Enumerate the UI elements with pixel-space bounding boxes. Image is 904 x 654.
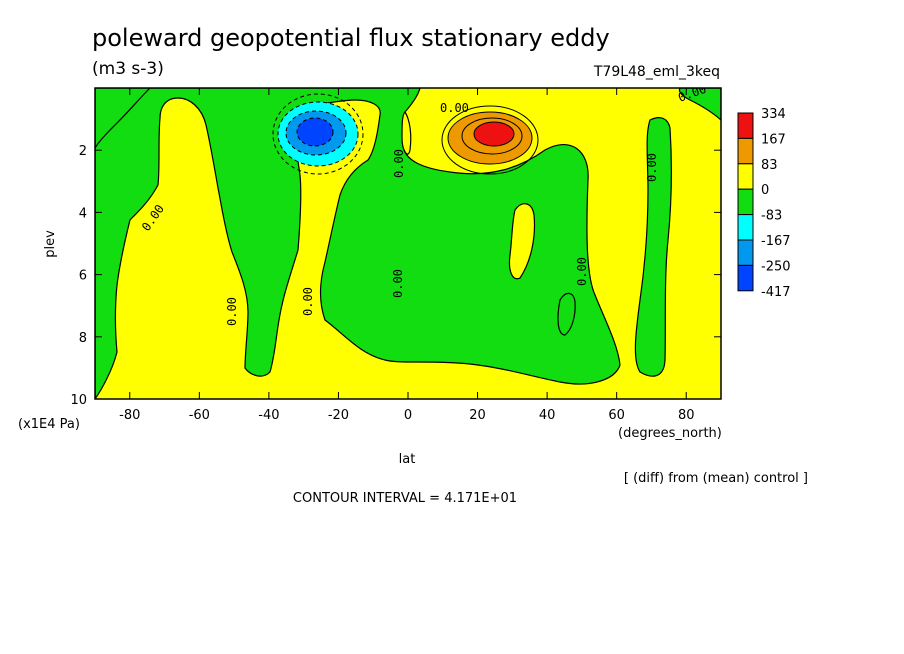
contour-label: 0.00 (392, 149, 406, 178)
colorbar-label: 0 (761, 183, 769, 198)
contour-interval: CONTOUR INTERVAL = 4.171E+01 (293, 491, 517, 506)
y-axis: 2 4 6 8 10 (70, 144, 721, 408)
contour-label: 0.00 (301, 287, 315, 316)
x-tick-label: 80 (678, 408, 695, 423)
negative-region (678, 88, 721, 121)
contour-field: 0.00 0.00 0.00 0.00 0.00 0.00 0.00 0.00 … (95, 88, 721, 399)
x-tick-label: 0 (404, 408, 412, 423)
y-tick-label: 2 (79, 144, 87, 159)
x-axis-units: (degrees_north) (618, 426, 722, 441)
colorbar-label: 167 (761, 132, 786, 147)
colorbar-swatch (737, 214, 754, 241)
units-label: (m3 s-3) (92, 59, 164, 79)
experiment-label: T79L48_eml_3keq (593, 64, 720, 80)
positive-region (401, 111, 412, 155)
negative-region (557, 292, 576, 336)
positive-region (508, 203, 536, 280)
y-tick-label: 8 (79, 331, 87, 346)
x-tick-label: -40 (258, 408, 279, 423)
colorbar-swatch (737, 163, 754, 190)
y-axis-units: (x1E4 Pa) (18, 417, 80, 432)
x-tick-label: 60 (608, 408, 625, 423)
contour-label: 0.00 (645, 153, 659, 182)
negative-region (634, 117, 672, 377)
colorbar-swatch (737, 188, 754, 216)
colorbar-label: -83 (761, 209, 782, 224)
colorbar-label: -250 (761, 259, 791, 274)
contour-labels: 0.00 0.00 0.00 0.00 0.00 0.00 0.00 0.00 … (139, 88, 708, 326)
colorbar-swatch (737, 137, 754, 165)
colorbar-swatch (737, 112, 754, 139)
contour-label: 0.00 (440, 101, 469, 115)
y-tick-label: 6 (79, 269, 87, 284)
colorbar-label: -167 (761, 234, 791, 249)
x-tick-label: -60 (189, 408, 210, 423)
negative-region (95, 88, 621, 399)
chart-title: poleward geopotential flux stationary ed… (92, 24, 610, 52)
contour-label: 0.00 (575, 257, 589, 286)
x-tick-label: -80 (119, 408, 140, 423)
negative-region (95, 88, 151, 150)
max-contour (473, 121, 515, 147)
colorbar-label: 83 (761, 158, 778, 173)
y-axis-title: plev (43, 230, 58, 258)
x-axis: -80 -60 -40 -20 0 20 40 60 80 (119, 88, 694, 423)
contour-label: 0.00 (225, 297, 239, 326)
y-tick-label: 4 (79, 206, 87, 221)
contour-label: 0.00 (391, 269, 405, 298)
x-tick-label: 40 (539, 408, 556, 423)
x-tick-label: 20 (469, 408, 486, 423)
comparison-note: [ (diff) from (mean) control ] (624, 471, 808, 486)
y-tick-label: 10 (70, 393, 87, 408)
colorbar-swatch (737, 264, 754, 292)
max-contour (441, 105, 539, 175)
colorbar-label: 334 (761, 107, 786, 122)
x-axis-title: lat (399, 452, 416, 467)
colorbar-swatch (737, 239, 754, 266)
x-tick-label: -20 (328, 408, 349, 423)
min-contour (272, 93, 364, 175)
colorbar: 334 167 83 0 -83 -167 -250 -417 (737, 107, 791, 300)
colorbar-label: -417 (761, 285, 791, 300)
min-contour (296, 117, 334, 147)
